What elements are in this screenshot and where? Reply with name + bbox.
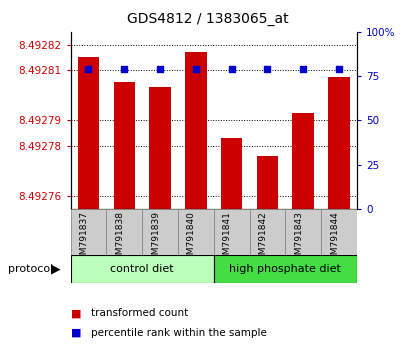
FancyBboxPatch shape — [178, 209, 214, 255]
Text: GSM791844: GSM791844 — [330, 211, 339, 266]
Bar — [78, 57, 99, 209]
FancyBboxPatch shape — [214, 255, 357, 283]
Bar — [185, 52, 207, 209]
Point — [157, 66, 164, 72]
Text: GSM791843: GSM791843 — [294, 211, 303, 266]
Point — [228, 66, 235, 72]
Text: transformed count: transformed count — [91, 308, 188, 318]
Text: ▶: ▶ — [51, 263, 61, 275]
FancyBboxPatch shape — [285, 209, 321, 255]
Text: GSM791842: GSM791842 — [259, 211, 267, 266]
Bar — [221, 138, 242, 209]
Text: high phosphate diet: high phosphate diet — [229, 264, 341, 274]
Text: protocol: protocol — [8, 264, 54, 274]
Point — [300, 66, 307, 72]
FancyBboxPatch shape — [106, 209, 142, 255]
Point — [193, 66, 199, 72]
Text: GSM791841: GSM791841 — [222, 211, 232, 266]
FancyBboxPatch shape — [71, 255, 214, 283]
Point — [85, 66, 92, 72]
Point — [264, 66, 271, 72]
Bar — [256, 156, 278, 209]
Bar — [328, 78, 350, 209]
Text: GSM791840: GSM791840 — [187, 211, 196, 266]
Bar — [293, 113, 314, 209]
FancyBboxPatch shape — [214, 209, 249, 255]
Text: GSM791838: GSM791838 — [115, 211, 124, 266]
FancyBboxPatch shape — [249, 209, 285, 255]
Point — [121, 66, 127, 72]
Text: ■: ■ — [71, 328, 81, 338]
Text: GDS4812 / 1383065_at: GDS4812 / 1383065_at — [127, 12, 288, 27]
Bar — [149, 87, 171, 209]
FancyBboxPatch shape — [321, 209, 357, 255]
Bar — [113, 82, 135, 209]
Text: percentile rank within the sample: percentile rank within the sample — [91, 328, 267, 338]
FancyBboxPatch shape — [142, 209, 178, 255]
Text: control diet: control diet — [110, 264, 174, 274]
FancyBboxPatch shape — [71, 209, 106, 255]
Point — [336, 66, 342, 72]
Text: ■: ■ — [71, 308, 81, 318]
Text: GSM791837: GSM791837 — [79, 211, 88, 266]
Text: GSM791839: GSM791839 — [151, 211, 160, 266]
